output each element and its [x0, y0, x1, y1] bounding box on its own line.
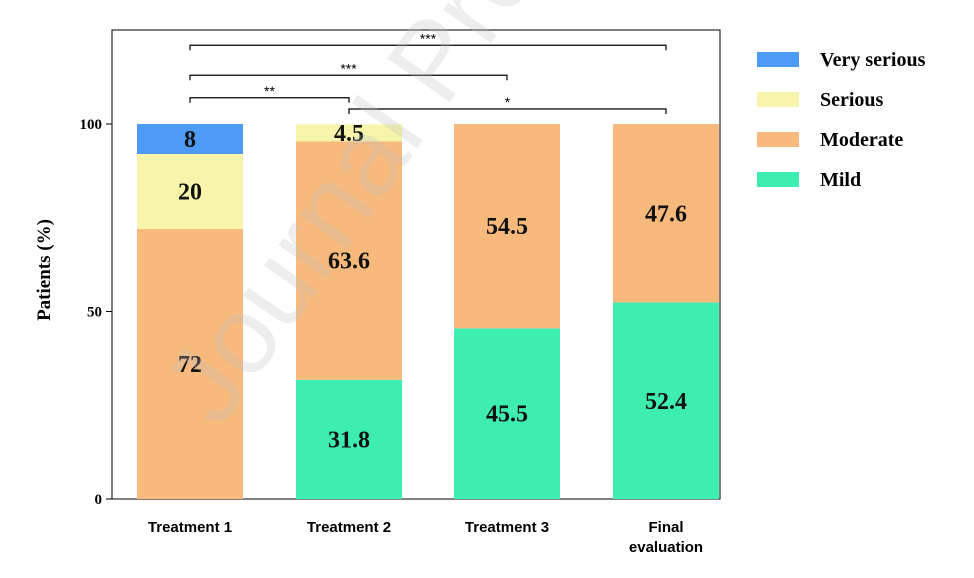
bar-segment-moderate — [613, 124, 719, 303]
data-label: 47.6 — [645, 201, 687, 227]
significance-label: *** — [420, 30, 437, 46]
significance-label: * — [505, 94, 511, 110]
y-tick-label: 100 — [80, 117, 103, 133]
bar-segment-mild — [296, 379, 402, 499]
legend-swatch — [757, 52, 799, 67]
x-tick-label: Final — [648, 519, 683, 536]
y-tick-label: 0 — [95, 492, 103, 508]
bar-segment-mild — [613, 302, 719, 499]
y-tick-label: 50 — [87, 305, 102, 321]
legend-label: Moderate — [820, 129, 903, 151]
data-label: 45.5 — [486, 402, 528, 428]
y-axis-label: Patients (%) — [34, 219, 55, 321]
significance-label: ** — [264, 83, 275, 99]
data-label: 54.5 — [486, 214, 528, 240]
legend: Very serious Serious Moderate Mild — [757, 49, 926, 191]
bar-segment-moderate — [296, 141, 402, 380]
axes: 0 50 100 Treatment 1 Treatment 2 Treatment 3 F… — [80, 117, 704, 556]
x-tick-label: Treatment 2 — [307, 519, 391, 536]
significance-bracket — [189, 44, 667, 51]
data-label: 72 — [178, 352, 202, 378]
legend-label: Serious — [820, 89, 884, 111]
significance-bracket — [189, 97, 350, 103]
bars — [137, 124, 719, 499]
data-label: 20 — [178, 180, 202, 206]
plot-border — [111, 29, 721, 500]
data-label: 52.4 — [645, 389, 687, 415]
significance-bracket — [348, 108, 667, 114]
significance-label: *** — [340, 60, 357, 76]
legend-swatch — [757, 92, 799, 107]
significance-bracket — [189, 74, 508, 81]
legend-swatch — [757, 172, 799, 187]
legend-label: Mild — [820, 169, 861, 191]
x-tick-label: Treatment 1 — [148, 519, 232, 536]
data-label: 8 — [184, 127, 196, 153]
bar-segment-moderate — [137, 229, 243, 499]
significance-brackets: ********* — [189, 30, 667, 114]
bar-segment-mild — [454, 328, 560, 499]
x-tick-label: evaluation — [629, 539, 703, 556]
legend-swatch — [757, 132, 799, 147]
data-label: 4.5 — [334, 121, 364, 147]
plot-frame — [111, 29, 721, 500]
data-label: 63.6 — [328, 249, 370, 275]
legend-label: Very serious — [820, 49, 926, 71]
bar-segment-moderate — [454, 124, 560, 329]
bar-labels: 72 20 8 31.8 63.6 4.5 45.5 54.5 52.4 47.6 — [178, 121, 687, 454]
data-label: 31.8 — [328, 427, 370, 453]
bar-segment-serious — [137, 154, 243, 229]
bar-segment-very-serious — [137, 124, 243, 154]
bar-segment-serious — [296, 124, 402, 142]
x-tick-label: Treatment 3 — [465, 519, 549, 536]
